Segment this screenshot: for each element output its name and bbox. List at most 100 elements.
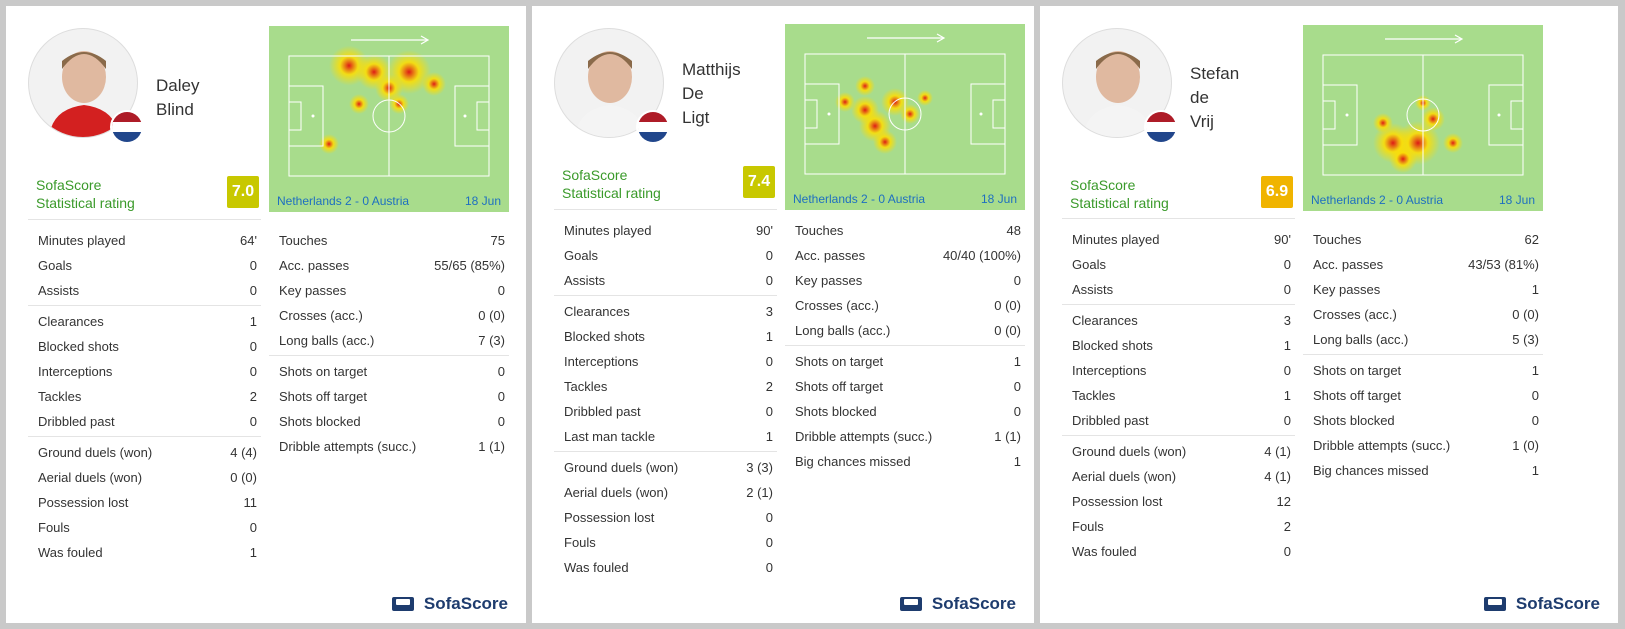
stat-row: Fouls 0 [554,530,777,555]
heatmap-date: 18 Jun [464,194,501,208]
stat-row: Minutes played 64' [28,228,261,253]
stat-label: Long balls (acc.) [795,323,891,338]
stat-label: Assists [564,273,606,288]
stat-row: Fouls 2 [1062,514,1295,539]
stat-value: 1 [1531,363,1539,378]
stat-value: 1 (1) [478,439,505,454]
player-header: Daley Blind [28,22,248,152]
stat-value: 0 [1013,379,1021,394]
divider [269,355,509,356]
stat-label: Touches [795,223,844,238]
player-card: Daley Blind SofaScore Statistical rating 7.0… [6,6,526,623]
stat-value: 43/53 (81%) [1468,257,1539,272]
divider [1062,304,1295,305]
stat-label: Shots blocked [1313,413,1395,428]
stat-row: Aerial duels (won) 4 (1) [1062,464,1295,489]
stat-label: Key passes [795,273,863,288]
stat-value: 0 (0) [230,470,257,485]
divider [554,209,777,210]
divider [554,451,777,452]
stat-value: 2 [249,389,257,404]
stat-value: 12 [1276,494,1291,509]
stat-row: Assists 0 [28,278,261,303]
stat-row: Dribbled past 0 [28,409,261,434]
stat-value: 11 [243,495,258,510]
stat-label: Tackles [1072,388,1116,403]
heatmap-caption: Netherlands 2 - 0 Austria 18 Jun [1303,193,1543,209]
stat-value: 0 (0) [478,308,505,323]
divider [28,436,261,437]
stat-row: Shots blocked 0 [785,399,1025,424]
stat-value: 0 [1283,363,1291,378]
rating-badge: 7.0 [227,176,259,208]
sofascore-logo: SofaScore [899,593,1016,615]
player-card: Matthijs De Ligt SofaScore Statistical ratin… [532,6,1034,623]
stat-value: 40/40 (100%) [942,248,1021,263]
stat-row: Key passes 0 [785,268,1025,293]
stat-label: Tackles [38,389,82,404]
stat-label: Long balls (acc.) [279,333,375,348]
stat-value: 0 [765,560,773,575]
rating-label-brand: SofaScore [1070,177,1136,193]
stat-value: 2 [1283,519,1291,534]
stat-value: 90' [756,223,773,238]
player-name-line: Vrij [1190,112,1214,131]
stat-value: 0 (0) [1512,307,1539,322]
stat-value: 0 [765,273,773,288]
stat-value: 0 [249,283,257,298]
stat-row: Minutes played 90' [554,218,777,243]
divider [1303,354,1543,355]
stat-value: 0 [765,535,773,550]
stat-label: Dribbled past [38,414,115,429]
stat-label: Clearances [564,304,630,319]
heatmap[interactable]: Netherlands 2 - 0 Austria 18 Jun [269,26,509,212]
stat-row: Shots blocked 0 [269,409,509,434]
netherlands-flag-icon [1144,110,1178,144]
stat-value: 1 [765,329,773,344]
stat-row: Dribbled past 0 [1062,408,1295,433]
stat-label: Long balls (acc.) [1313,332,1409,347]
stat-label: Shots off target [279,389,367,404]
heatmap[interactable]: Netherlands 2 - 0 Austria 18 Jun [1303,25,1543,211]
player-header: Matthijs De Ligt [554,22,774,152]
stat-label: Dribble attempts (succ.) [279,439,417,454]
rating-label-text: Statistical rating [36,195,135,211]
stat-value: 0 [1531,388,1539,403]
stat-label: Clearances [38,314,104,329]
stat-label: Dribbled past [564,404,641,419]
stat-label: Possession lost [564,510,655,525]
stat-label: Goals [1072,257,1106,272]
stat-label: Big chances missed [1313,463,1429,478]
stat-value: 0 [497,364,505,379]
stat-value: 3 (3) [746,460,773,475]
stat-row: Acc. passes 55/65 (85%) [269,253,509,278]
stat-row: Big chances missed 1 [785,449,1025,474]
stat-row: Goals 0 [1062,252,1295,277]
netherlands-flag-icon [110,110,144,144]
stat-value: 1 [249,545,257,560]
heatmap[interactable]: Netherlands 2 - 0 Austria 18 Jun [785,24,1025,210]
stat-row: Clearances 1 [28,309,261,334]
stat-value: 0 [1531,413,1539,428]
stat-value: 1 [1531,282,1539,297]
stat-row: Key passes 0 [269,278,509,303]
stat-row: Shots off target 0 [1303,383,1543,408]
stat-label: Was fouled [38,545,103,560]
stat-label: Dribble attempts (succ.) [795,429,933,444]
stat-label: Fouls [1072,519,1104,534]
divider [785,345,1025,346]
stat-row: Blocked shots 0 [28,334,261,359]
stat-row: Blocked shots 1 [1062,333,1295,358]
stat-row: Long balls (acc.) 0 (0) [785,318,1025,343]
sofascore-icon [1483,597,1506,611]
stat-row: Clearances 3 [1062,308,1295,333]
heatmap-match: Netherlands 2 - 0 Austria [277,194,410,208]
stat-label: Goals [564,248,598,263]
stat-row: Interceptions 0 [554,349,777,374]
stat-label: Interceptions [38,364,113,379]
sofascore-wordmark: SofaScore [423,594,508,613]
stat-value: 0 [497,389,505,404]
player-name-line: Ligt [682,108,710,127]
stat-value: 1 [1013,354,1021,369]
stat-value: 64' [240,233,257,248]
